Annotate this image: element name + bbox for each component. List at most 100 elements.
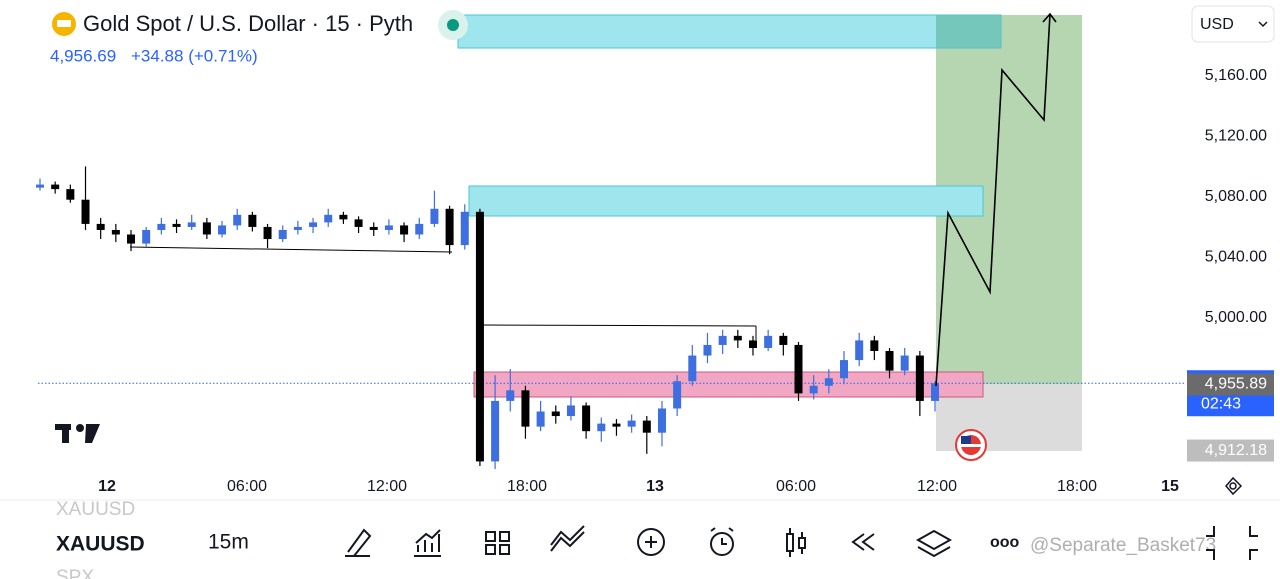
toolbar-icons — [345, 525, 953, 558]
x-tick-label: 12 — [98, 478, 116, 495]
layers-icon[interactable] — [915, 529, 953, 558]
candle-body — [51, 184, 60, 190]
alert-icon[interactable] — [710, 532, 734, 556]
candle-body — [415, 223, 424, 235]
candle-body — [612, 423, 621, 427]
symbol-title: Gold Spot / U.S. Dollar · 15 · Pyth — [83, 11, 413, 36]
candle-body — [703, 344, 712, 356]
watermark: @Separate_Basket73 — [1030, 535, 1216, 556]
tv-logo — [55, 424, 100, 443]
candle-body — [931, 383, 940, 401]
candle-body — [202, 222, 211, 235]
replay-icon[interactable] — [851, 533, 875, 551]
candle-body — [278, 229, 287, 240]
candle-body — [733, 335, 742, 341]
candle-body — [430, 208, 439, 224]
price-tag — [1187, 439, 1274, 462]
candle-body — [809, 385, 818, 394]
candle-body — [142, 229, 151, 244]
candle-body — [506, 390, 515, 401]
candle-body — [824, 378, 833, 386]
more-button[interactable]: ooo — [990, 534, 1020, 551]
x-tick-label: 12:00 — [367, 478, 407, 495]
candle-body — [324, 214, 333, 223]
candle-body — [885, 350, 894, 371]
candle-body — [870, 340, 879, 351]
y-tick-label: 5,160.00 — [1205, 67, 1267, 84]
symbol-logo — [52, 12, 76, 36]
y-tick-label: 5,000.00 — [1205, 309, 1267, 326]
draw-icon[interactable] — [345, 528, 372, 557]
currency-label: USD — [1200, 16, 1234, 33]
candle-body — [369, 226, 378, 230]
candle-body — [96, 223, 105, 230]
dropdown-caret — [1258, 21, 1268, 28]
price-tag-label: 4,955.89 — [1205, 376, 1267, 393]
candle-body — [187, 222, 196, 227]
y-tick-label: 5,120.00 — [1205, 127, 1267, 144]
zone-overlap — [936, 15, 1001, 48]
x-tick-label: 15 — [1161, 478, 1179, 495]
fullscreen-icon[interactable] — [1206, 526, 1258, 560]
candle-body — [536, 411, 545, 427]
last-price: 4,956.69 — [50, 46, 116, 65]
symbol-prev[interactable]: XAUUSD — [56, 499, 135, 520]
trend-line — [129, 246, 453, 253]
price-tag — [1187, 373, 1274, 396]
compare-icon[interactable] — [550, 525, 585, 552]
candle-body — [400, 225, 409, 235]
arrow-head — [1042, 12, 1057, 23]
trend-line — [482, 324, 757, 327]
candle-body — [779, 335, 788, 345]
candle-body — [263, 226, 272, 240]
x-tick-label: 13 — [646, 478, 664, 495]
chart-type-icon[interactable] — [786, 528, 806, 557]
projection-path — [935, 13, 1051, 387]
candle-body — [597, 423, 606, 432]
price-tag-countdown: 02:43 — [1201, 395, 1241, 412]
candle-body — [354, 219, 363, 227]
candle-body — [764, 335, 773, 348]
add-icon[interactable] — [637, 528, 665, 556]
zone-rect — [457, 14, 1002, 49]
candle-body — [127, 234, 136, 244]
interval[interactable]: 15m — [208, 531, 249, 554]
x-tick-label: 06:00 — [776, 478, 816, 495]
symbol[interactable]: XAUUSD — [56, 533, 145, 556]
candle-body — [384, 225, 393, 230]
candle-body — [915, 355, 924, 401]
candle-body — [475, 211, 484, 462]
candle-body — [460, 211, 469, 246]
x-tick-label: 18:00 — [507, 478, 547, 495]
candle-body — [248, 214, 257, 227]
candle-body — [855, 340, 864, 361]
price-axis: 5,160.00 5,120.00 5,080.00 5,040.00 5,000.00… — [1187, 67, 1274, 462]
candle-body — [673, 381, 682, 409]
flag-icon — [955, 429, 987, 461]
candle-body — [688, 355, 697, 382]
x-tick-label: 12:00 — [917, 478, 957, 495]
currency-select[interactable] — [1191, 5, 1275, 43]
price-change: +34.88 (+0.71%) — [131, 46, 258, 65]
time-axis: 12 06:00 12:00 18:00 13 06:00 12:00 18:00 15 — [98, 478, 1179, 495]
candle-body — [36, 184, 44, 188]
symbol-next[interactable]: SPX — [56, 567, 94, 579]
x-tick-label: 06:00 — [227, 478, 267, 495]
candle-body — [900, 355, 909, 371]
candle-body — [218, 225, 227, 235]
indicators-icon[interactable] — [414, 529, 441, 557]
candle-body — [521, 390, 530, 427]
candle-body — [794, 344, 803, 394]
candle-body — [657, 408, 666, 433]
layout-icon[interactable] — [485, 531, 510, 555]
candle-body — [445, 208, 454, 246]
candle-body — [157, 223, 166, 230]
candle-body — [309, 222, 318, 227]
settings-icon[interactable] — [1225, 476, 1243, 496]
price-tag-label: 4,912.18 — [1205, 442, 1267, 459]
candle-body — [233, 214, 242, 226]
y-tick-label: 5,040.00 — [1205, 248, 1267, 265]
candle-body — [582, 405, 591, 432]
